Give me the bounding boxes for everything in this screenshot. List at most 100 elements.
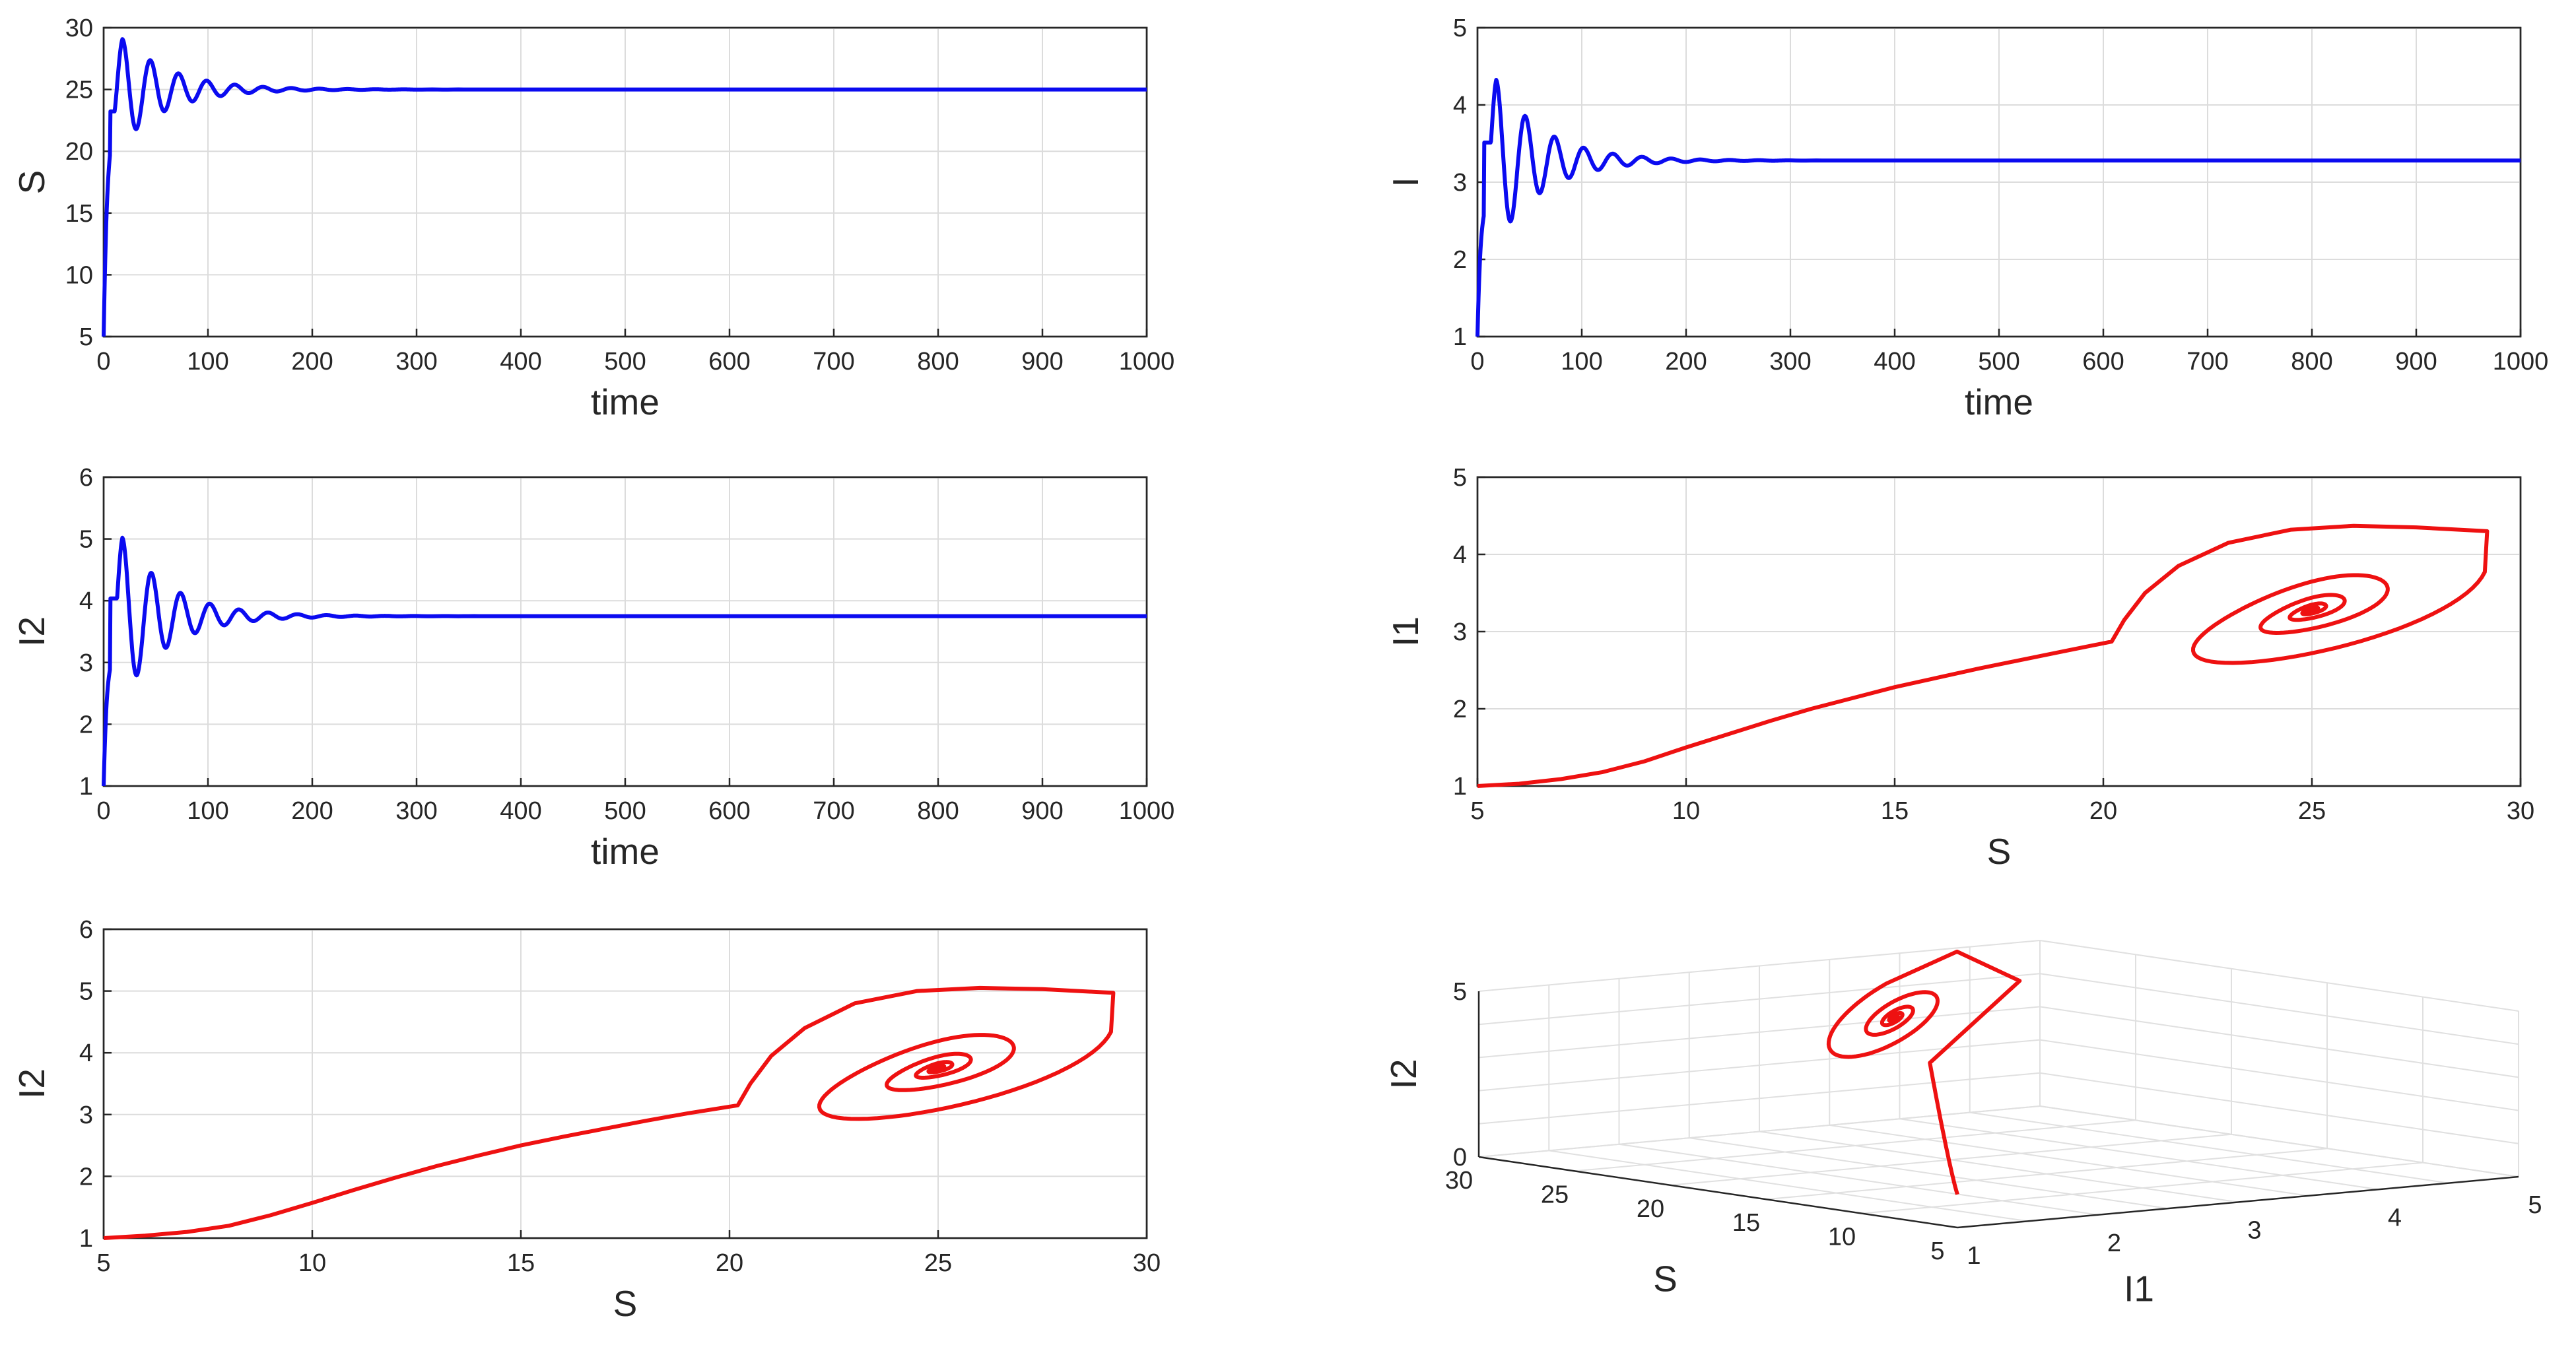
i2-tick-label: 5 <box>1453 978 1467 1006</box>
i1-axis-line <box>1957 1175 2519 1229</box>
i1-s-phase-trajectory <box>1477 523 2490 788</box>
i2-s-phase-y-axis-label: I2 <box>11 1068 52 1099</box>
i2-time-y-axis-label: I2 <box>11 616 52 647</box>
i-time-y-tick-label: 2 <box>1453 246 1467 274</box>
s-time-y-tick-label: 5 <box>79 323 93 351</box>
i2-s-phase-x-tick-label: 20 <box>716 1249 743 1277</box>
i-time-x-tick-label: 600 <box>2082 348 2124 376</box>
grid-line <box>1478 1006 2041 1059</box>
s-time-y-axis-label: S <box>11 170 52 195</box>
grid-line <box>1861 1162 2423 1214</box>
i2-s-phase-y-tick-label: 3 <box>79 1101 93 1129</box>
i2-time-series-line <box>102 535 1147 787</box>
i1-tick-label: 3 <box>2247 1217 2261 1245</box>
i-time-x-tick-label: 200 <box>1665 348 1707 376</box>
i-time-series-line <box>1475 78 2521 337</box>
i1-s-phase-y-tick-label: 2 <box>1453 696 1467 723</box>
s-time-x-tick-label: 900 <box>1021 348 1063 376</box>
s-tick-label: 25 <box>1541 1181 1569 1208</box>
i2-time-x-axis-label: time <box>591 831 660 872</box>
i2-time-x-tick-label: 400 <box>500 797 541 825</box>
grid-line <box>2039 973 2519 1045</box>
i1-s-phase-x-tick-label: 15 <box>1881 797 1909 825</box>
i1-s-phase-x-tick-label: 30 <box>2507 797 2534 825</box>
i2-s-phase-x-tick-label: 10 <box>298 1249 326 1277</box>
i2-s-phase-y-tick-label: 2 <box>79 1163 93 1191</box>
grid-line <box>1829 1124 2309 1197</box>
s-time-y-tick-label: 15 <box>65 200 93 228</box>
s-time-y-tick-label: 20 <box>65 138 93 166</box>
i-time-x-tick-label: 900 <box>2395 348 2437 376</box>
i2-time-x-tick-label: 100 <box>187 797 228 825</box>
grid-line <box>2039 1006 2519 1078</box>
i-time-x-tick-label: 0 <box>1470 348 1484 376</box>
i-time-x-tick-label: 500 <box>1978 348 2019 376</box>
i2-s-phase-x-axis-label: S <box>613 1283 638 1324</box>
grid-line <box>1478 973 2041 1026</box>
i-time-axes-box <box>1476 26 2522 338</box>
i2-time-axes-box <box>102 476 1148 787</box>
i-time-x-tick-label: 800 <box>2291 348 2332 376</box>
i1-s-phase-chart: 5 10 15 20 25 30 1 2 3 4 5 S I1 <box>1385 464 2534 872</box>
s-time-x-tick-label: 100 <box>187 348 228 376</box>
s-time-x-tick-label: 500 <box>604 348 646 376</box>
s-axis-label: S <box>1653 1259 1678 1299</box>
i1-tick-label: 4 <box>2388 1204 2402 1232</box>
i1-s-phase-x-tick-label: 20 <box>2089 797 2117 825</box>
grid-line <box>1478 940 2041 992</box>
s-tick-label: 10 <box>1828 1224 1856 1251</box>
i2-time-y-tick-label: 3 <box>79 649 93 677</box>
i2-s-phase-trajectory <box>103 985 1116 1240</box>
i1-s-phase-axes-box <box>1476 476 2522 787</box>
s-time-x-tick-label: 700 <box>813 348 854 376</box>
s-time-x-axis-label: time <box>591 381 660 422</box>
i2-time-x-tick-label: 600 <box>708 797 750 825</box>
grid-line <box>1899 1118 2379 1191</box>
i-time-x-axis-label: time <box>1965 381 2033 422</box>
i2-s-phase-plot-area <box>102 928 1148 1239</box>
i2-time-chart: 0 100 200 300 400 500 600 700 800 900 1000 1 2 3 4 5 6 ti… <box>11 464 1174 872</box>
grid-line <box>1478 1072 2041 1125</box>
grid-line <box>1478 1105 2041 1158</box>
i2-time-x-tick-label: 0 <box>96 797 110 825</box>
grid-line <box>1765 1148 2328 1200</box>
s-time-x-tick-label: 1000 <box>1119 348 1175 376</box>
grid-line <box>1549 1150 2028 1222</box>
s-time-y-tick-label: 25 <box>65 77 93 104</box>
i2-tick-label: 0 <box>1453 1144 1467 1171</box>
grid-line <box>2039 1039 2519 1111</box>
s-time-x-tick-label: 800 <box>917 348 959 376</box>
i2-s-phase-chart: 5 10 15 20 25 30 1 2 3 4 5 6 S I2 <box>11 916 1161 1324</box>
grid-line <box>1759 1131 2239 1203</box>
grid-line <box>2039 1105 2519 1177</box>
s-time-x-tick-label: 200 <box>291 348 333 376</box>
s-time-x-tick-label: 0 <box>96 348 110 376</box>
s-axis-line <box>1478 1156 1958 1229</box>
i1-tick-label: 1 <box>1967 1242 1981 1270</box>
i2-time-y-tick-label: 1 <box>79 773 93 801</box>
i2-s-phase-y-tick-label: 4 <box>79 1039 93 1067</box>
i2-s-phase-y-tick-label: 5 <box>79 978 93 1006</box>
i-time-x-tick-label: 1000 <box>2493 348 2549 376</box>
i1-s-phase-y-axis-label: I1 <box>1385 616 1426 647</box>
s-time-axes-box <box>102 26 1148 338</box>
i2-time-x-tick-label: 500 <box>604 797 646 825</box>
i2-axis-label: I2 <box>1383 1059 1424 1090</box>
s-time-x-tick-label: 300 <box>395 348 437 376</box>
grid-line <box>1969 1111 2449 1184</box>
s-tick-label: 20 <box>1637 1195 1664 1223</box>
i2-s-phase-x-tick-label: 5 <box>96 1249 110 1277</box>
i-time-chart: 0 100 200 300 400 500 600 700 800 900 1000 1 2 3 4 5 tim… <box>1385 15 2548 422</box>
i1-s-phase-x-tick-label: 25 <box>2298 797 2326 825</box>
grid-line <box>2039 1072 2519 1144</box>
i2-s-phase-x-tick-label: 30 <box>1133 1249 1161 1277</box>
i2-time-x-tick-label: 1000 <box>1119 797 1175 825</box>
s-tick-label: 15 <box>1732 1209 1760 1237</box>
i2-time-x-tick-label: 700 <box>813 797 854 825</box>
i1-tick-label: 5 <box>2528 1191 2542 1219</box>
i-time-y-tick-label: 4 <box>1453 92 1467 119</box>
i2-time-y-tick-label: 6 <box>79 464 93 492</box>
i2-time-x-tick-label: 200 <box>291 797 333 825</box>
s-time-y-tick-label: 30 <box>65 15 93 42</box>
